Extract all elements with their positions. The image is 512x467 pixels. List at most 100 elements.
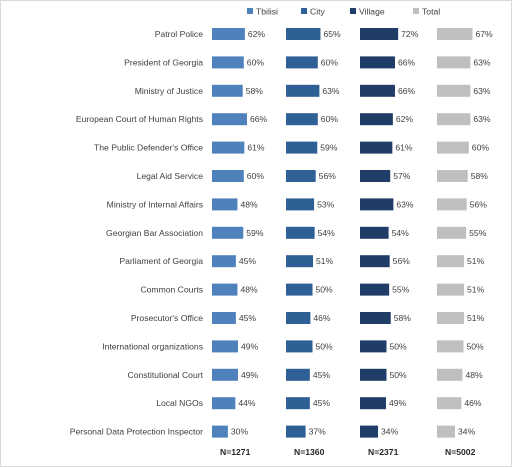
data-label-city-ministry-of-justice: 63% xyxy=(322,86,340,96)
data-label-village-the-public-defender-s-office: 61% xyxy=(395,143,413,153)
bar-village-ministry-of-justice xyxy=(360,84,395,97)
category-label-prosecutor-s-office: Prosecutor's Office xyxy=(131,313,203,323)
bar-village-georgian-bar-association xyxy=(360,226,389,239)
data-label-total-european-court-of-human-rights: 63% xyxy=(473,114,491,124)
bar-total-legal-aid-service xyxy=(437,170,468,182)
category-label-ministry-of-internal-affairs: Ministry of Internal Affairs xyxy=(107,199,203,209)
bar-village-prosecutor-s-office xyxy=(360,312,391,324)
data-label-tbilisi-personal-data-protection-inspector: 30% xyxy=(231,427,249,437)
category-label-common-courts: Common Courts xyxy=(140,285,203,295)
data-label-village-parliament-of-georgia: 56% xyxy=(393,256,411,266)
bar-tbilisi-common-courts xyxy=(212,283,238,296)
bar-total-prosecutor-s-office xyxy=(437,312,465,324)
bar-total-patrol-police xyxy=(437,28,473,40)
data-label-city-the-public-defender-s-office: 59% xyxy=(320,143,338,153)
bar-city-prosecutor-s-office xyxy=(286,312,311,324)
category-label-president-of-georgia: President of Georgia xyxy=(124,57,203,67)
bar-tbilisi-personal-data-protection-inspector xyxy=(212,425,228,438)
data-label-total-international-organizations: 50% xyxy=(467,341,485,351)
sample-size-tbilisi: N=1271 xyxy=(220,447,251,457)
data-label-tbilisi-local-ngos: 44% xyxy=(238,398,256,408)
bar-total-ministry-of-internal-affairs xyxy=(437,198,467,211)
category-label-ministry-of-justice: Ministry of Justice xyxy=(135,86,204,96)
bar-total-local-ngos xyxy=(437,397,462,410)
data-label-total-personal-data-protection-inspector: 34% xyxy=(458,427,476,437)
data-label-tbilisi-common-courts: 48% xyxy=(240,285,258,295)
data-label-tbilisi-ministry-of-justice: 58% xyxy=(246,86,264,96)
bar-city-european-court-of-human-rights xyxy=(286,113,318,126)
bar-village-constitutional-court xyxy=(360,368,387,381)
data-label-village-legal-aid-service: 57% xyxy=(393,171,411,181)
data-label-tbilisi-ministry-of-internal-affairs: 48% xyxy=(240,199,258,209)
bar-city-ministry-of-justice xyxy=(286,84,320,97)
bar-tbilisi-ministry-of-internal-affairs xyxy=(212,198,238,211)
bar-village-international-organizations xyxy=(360,340,387,353)
data-label-tbilisi-legal-aid-service: 60% xyxy=(247,171,265,181)
data-label-city-international-organizations: 50% xyxy=(316,341,334,351)
legend-swatch-city xyxy=(301,8,307,14)
data-label-village-european-court-of-human-rights: 62% xyxy=(396,114,414,124)
data-label-village-ministry-of-justice: 66% xyxy=(398,86,416,96)
data-label-total-patrol-police: 67% xyxy=(476,29,494,39)
data-label-village-international-organizations: 50% xyxy=(390,341,408,351)
data-label-total-local-ngos: 46% xyxy=(464,398,482,408)
bar-city-local-ngos xyxy=(286,397,310,410)
data-label-total-georgian-bar-association: 55% xyxy=(469,228,487,238)
bar-village-personal-data-protection-inspector xyxy=(360,425,379,438)
bar-tbilisi-european-court-of-human-rights xyxy=(212,113,247,126)
data-label-village-president-of-georgia: 66% xyxy=(398,57,416,67)
data-label-tbilisi-parliament-of-georgia: 45% xyxy=(239,256,257,266)
legend-swatch-total xyxy=(413,8,419,14)
data-label-village-personal-data-protection-inspector: 34% xyxy=(381,427,399,437)
data-label-tbilisi-constitutional-court: 49% xyxy=(241,370,259,380)
data-label-tbilisi-the-public-defender-s-office: 61% xyxy=(247,143,265,153)
data-label-city-georgian-bar-association: 54% xyxy=(318,228,336,238)
bar-tbilisi-ministry-of-justice xyxy=(212,84,243,97)
data-label-village-patrol-police: 72% xyxy=(401,29,419,39)
bar-village-local-ngos xyxy=(360,397,386,410)
category-label-european-court-of-human-rights: European Court of Human Rights xyxy=(76,114,203,124)
bar-tbilisi-constitutional-court xyxy=(212,368,238,381)
bar-city-legal-aid-service xyxy=(286,170,316,182)
category-label-personal-data-protection-inspector: Personal Data Protection Inspector xyxy=(70,427,203,437)
bar-city-international-organizations xyxy=(286,340,313,353)
bar-village-president-of-georgia xyxy=(360,56,395,69)
bar-total-president-of-georgia xyxy=(437,56,471,69)
bar-village-ministry-of-internal-affairs xyxy=(360,198,394,211)
sample-size-city: N=1360 xyxy=(294,447,325,457)
bar-city-common-courts xyxy=(286,283,313,296)
data-label-tbilisi-prosecutor-s-office: 45% xyxy=(239,313,257,323)
bar-tbilisi-legal-aid-service xyxy=(212,170,244,182)
bar-village-parliament-of-georgia xyxy=(360,255,390,268)
data-label-total-constitutional-court: 48% xyxy=(465,370,483,380)
bar-city-personal-data-protection-inspector xyxy=(286,425,306,438)
bar-village-common-courts xyxy=(360,283,390,296)
data-label-tbilisi-president-of-georgia: 60% xyxy=(247,57,265,67)
bar-tbilisi-georgian-bar-association xyxy=(212,226,244,239)
data-label-tbilisi-georgian-bar-association: 59% xyxy=(246,228,264,238)
bar-total-parliament-of-georgia xyxy=(437,255,465,268)
data-label-city-constitutional-court: 45% xyxy=(313,370,331,380)
data-label-village-ministry-of-internal-affairs: 63% xyxy=(396,199,414,209)
category-label-local-ngos: Local NGOs xyxy=(156,398,203,408)
data-label-village-prosecutor-s-office: 58% xyxy=(394,313,412,323)
category-label-legal-aid-service: Legal Aid Service xyxy=(137,171,204,181)
data-label-city-legal-aid-service: 56% xyxy=(319,171,337,181)
bar-total-personal-data-protection-inspector xyxy=(437,425,456,438)
sample-size-village: N=2371 xyxy=(368,447,399,457)
data-label-city-prosecutor-s-office: 46% xyxy=(313,313,331,323)
bar-total-georgian-bar-association xyxy=(437,226,467,239)
category-label-georgian-bar-association: Georgian Bar Association xyxy=(106,228,203,238)
data-label-total-parliament-of-georgia: 51% xyxy=(467,256,485,266)
category-label-parliament-of-georgia: Parliament of Georgia xyxy=(119,256,203,266)
data-label-village-constitutional-court: 50% xyxy=(390,370,408,380)
data-label-village-common-courts: 55% xyxy=(392,285,410,295)
data-label-total-ministry-of-internal-affairs: 56% xyxy=(470,199,488,209)
bar-tbilisi-parliament-of-georgia xyxy=(212,255,236,268)
bar-total-ministry-of-justice xyxy=(437,84,471,97)
bar-tbilisi-prosecutor-s-office xyxy=(212,312,236,324)
data-label-city-personal-data-protection-inspector: 37% xyxy=(309,427,327,437)
bar-total-constitutional-court xyxy=(437,368,463,381)
data-label-village-local-ngos: 49% xyxy=(389,398,407,408)
